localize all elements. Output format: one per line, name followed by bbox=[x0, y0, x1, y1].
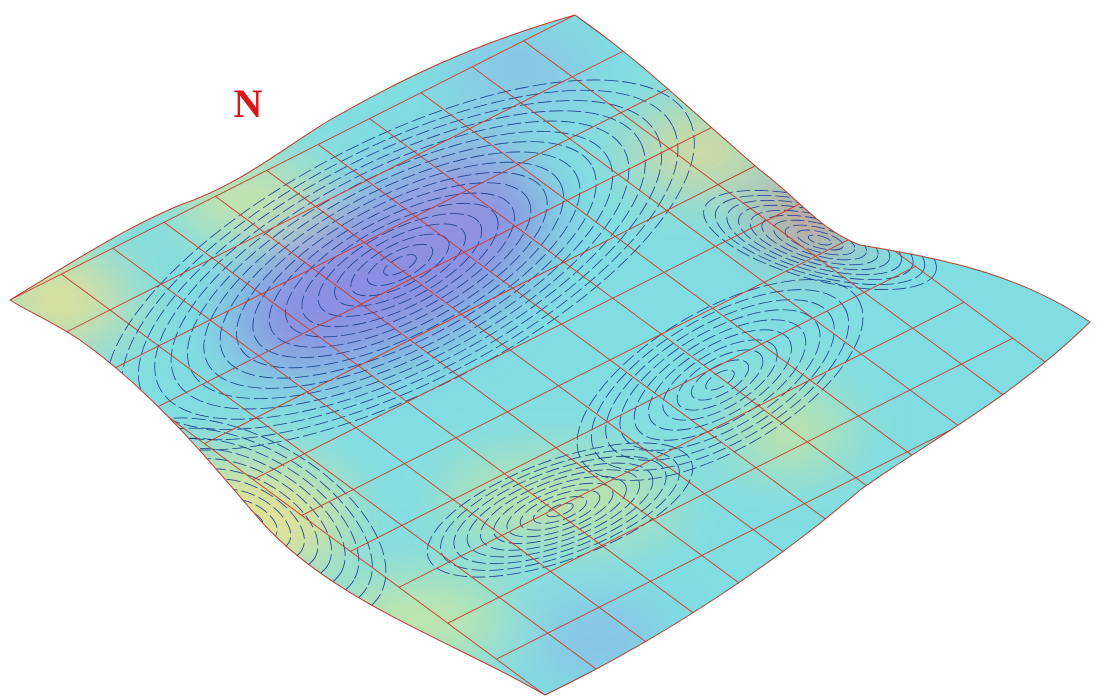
grid-line bbox=[317, 144, 854, 540]
north-label: N bbox=[234, 81, 263, 126]
surface-outline bbox=[9, 14, 1091, 696]
contour-line bbox=[187, 130, 613, 400]
contour-line bbox=[493, 476, 627, 544]
contour-line bbox=[546, 502, 574, 518]
contour-line bbox=[426, 442, 694, 578]
contour-line bbox=[301, 202, 499, 328]
grid-line bbox=[472, 66, 1008, 463]
contour-line bbox=[170, 120, 630, 410]
grid-line bbox=[369, 118, 905, 514]
contour-line bbox=[480, 469, 640, 551]
contour-line bbox=[619, 309, 821, 451]
contour-line bbox=[633, 319, 807, 441]
contour-line bbox=[219, 151, 581, 379]
grid-line bbox=[350, 265, 916, 552]
contour-line bbox=[648, 329, 792, 431]
grid-line bbox=[215, 196, 751, 592]
contour-line bbox=[519, 489, 601, 531]
contour-line bbox=[121, 89, 679, 441]
contour-line bbox=[252, 172, 548, 358]
grid-line bbox=[420, 92, 957, 489]
grid-line bbox=[61, 273, 597, 670]
contour-line bbox=[366, 244, 434, 286]
contour-line bbox=[506, 482, 614, 538]
contour-line bbox=[796, 229, 844, 251]
grid-line bbox=[523, 40, 1059, 437]
contour-line bbox=[334, 223, 466, 307]
contour-line bbox=[466, 462, 654, 558]
contour-line bbox=[705, 369, 735, 391]
grid-line bbox=[266, 170, 803, 566]
contour-line bbox=[317, 213, 483, 317]
grid-line bbox=[252, 194, 819, 480]
grid-line bbox=[204, 158, 770, 445]
grid-line bbox=[112, 247, 648, 644]
grid-line bbox=[301, 230, 868, 516]
contour-line bbox=[236, 161, 564, 369]
contour-line bbox=[662, 339, 778, 421]
contour-line bbox=[691, 359, 749, 401]
contour-line bbox=[784, 224, 856, 256]
grid-line bbox=[10, 15, 576, 301]
contour-line bbox=[676, 349, 764, 411]
contour-line bbox=[268, 182, 532, 348]
contour-line bbox=[590, 289, 850, 471]
contour-line bbox=[576, 279, 864, 481]
contour-line bbox=[285, 192, 515, 338]
contour-line bbox=[203, 141, 597, 389]
contour-line bbox=[440, 449, 680, 571]
contour-line bbox=[773, 219, 867, 261]
grid-line bbox=[398, 301, 965, 588]
grid-line bbox=[447, 337, 1013, 624]
grid-line bbox=[58, 50, 624, 337]
contour-line bbox=[154, 110, 646, 420]
grid-line bbox=[155, 122, 722, 409]
grid-line bbox=[107, 86, 673, 373]
grid-line bbox=[163, 221, 700, 618]
contour-line bbox=[605, 299, 835, 461]
contour-line bbox=[807, 234, 833, 246]
contour-line bbox=[453, 455, 667, 565]
